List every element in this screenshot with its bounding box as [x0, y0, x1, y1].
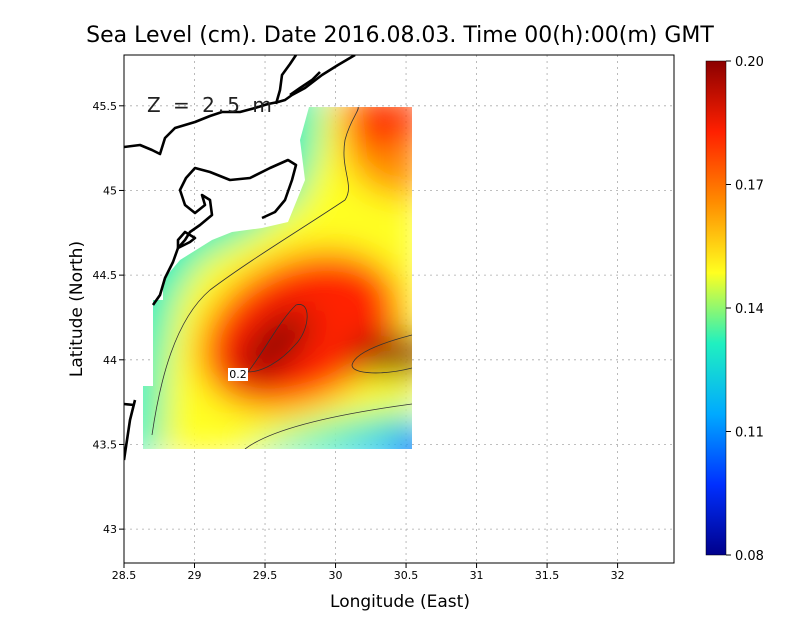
x-tick-label: 29: [188, 569, 202, 582]
depth-annotation: Z = 2.5 m: [147, 93, 275, 117]
colorbar-tick-label: 0.20: [735, 55, 764, 70]
x-tick-label: 28.5: [112, 569, 137, 582]
field-northeast-orange: [340, 107, 412, 150]
y-axis-label: Latitude (North): [67, 241, 87, 377]
coastline-estuary: [289, 71, 321, 97]
coastline-cape: [124, 402, 135, 407]
field-core-east: [350, 335, 412, 375]
y-tick-label: 43.5: [93, 438, 118, 451]
colorbar: 0.20 0.17 0.14 0.11 0.08: [705, 55, 764, 564]
plot-frame: [123, 54, 675, 564]
coastline-north: [124, 55, 356, 156]
coastline: [124, 55, 356, 461]
y-tick-label: 44: [103, 354, 117, 367]
y-tick-label: 45: [103, 184, 117, 197]
field-minimum: [400, 434, 412, 449]
coastline-crimea-west: [151, 158, 298, 306]
contour-label-background: [228, 368, 248, 381]
field-south-blue: [330, 428, 412, 449]
x-tick-label: 32: [611, 569, 625, 582]
colorbar-gradient: [705, 60, 727, 556]
coastline-river: [274, 55, 298, 105]
x-tick-label: 31.5: [535, 569, 560, 582]
contour-line-outer: [151, 107, 359, 436]
colorbar-tick-label: 0.08: [735, 549, 764, 564]
x-tick-label: 29.5: [253, 569, 278, 582]
contour-label: 0.2: [229, 368, 247, 381]
colorbar-tick-label: 0.17: [735, 179, 764, 194]
x-axis-label: Longitude (East): [330, 592, 470, 612]
chart-title: Sea Level (cm). Date 2016.08.03. Time 00…: [86, 23, 714, 48]
colorbar-ticks: 0.20 0.17 0.14 0.11 0.08: [726, 55, 764, 564]
x-axis-ticks: 28.5 29 29.5 30 30.5 31 31.5 32: [112, 563, 625, 582]
coastline-south: [124, 399, 137, 461]
field-core-west: [239, 309, 311, 381]
y-tick-label: 45.5: [93, 100, 118, 113]
field-color-blobs: [143, 107, 412, 449]
colorbar-tick-label: 0.11: [735, 426, 764, 441]
contour-line-core-west: [247, 304, 308, 373]
y-tick-label: 43: [103, 523, 117, 536]
contour-lines: [151, 107, 412, 449]
coastline-crimea-bay: [176, 230, 197, 250]
contour-line-core-east: [351, 334, 412, 374]
colorbar-tick-label: 0.14: [735, 302, 764, 317]
x-tick-label: 30.5: [394, 569, 419, 582]
x-tick-label: 30: [329, 569, 343, 582]
contour-line-lower: [244, 403, 412, 449]
y-tick-label: 44.5: [93, 269, 118, 282]
contour-label-group: 0.2: [228, 368, 248, 381]
sea-level-field: [143, 107, 412, 449]
y-axis-ticks: 43 43.5 44 44.5 45 45.5: [93, 100, 124, 536]
x-tick-label: 31: [470, 569, 484, 582]
